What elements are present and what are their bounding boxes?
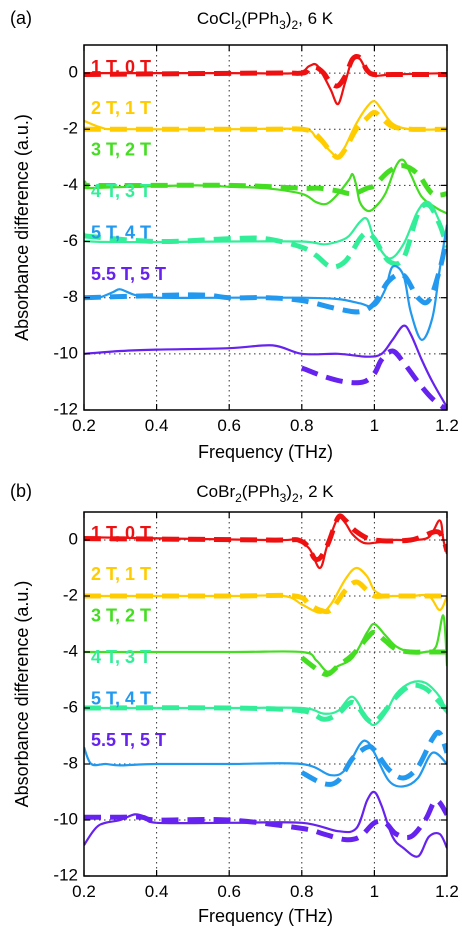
title-segment: , 2 K (299, 482, 335, 501)
chart-title: CoCl2(PPh3)2, 6 K (197, 9, 334, 32)
y-tick-label: -12 (53, 865, 78, 884)
y-tick-label: -6 (63, 231, 78, 250)
series-label: 1 T, 0 T (91, 523, 151, 543)
x-tick-label: 0.4 (145, 416, 169, 435)
title-subscript: 2 (235, 18, 242, 32)
series-label: 1 T, 0 T (91, 57, 151, 77)
series-measured-line (84, 515, 447, 570)
title-segment: CoCl (197, 9, 235, 28)
x-tick-label: 0.8 (290, 416, 314, 435)
panel-b: 1 T, 0 T 2 T, 1 T 3 T, 2 T 4 T, 3 T 5 T, 4 T… (10, 481, 459, 926)
series-measured-line (84, 55, 447, 106)
series-measured-line (84, 224, 447, 341)
plot-area (84, 513, 447, 858)
x-axis-label: Frequency (THz) (198, 442, 333, 462)
series-measured-line (84, 739, 447, 788)
y-tick-label: -10 (53, 343, 78, 362)
x-tick-label: 1 (370, 416, 379, 435)
series-measured-line (84, 158, 447, 215)
y-axis-label: Absorbance difference (a.u.) (12, 581, 32, 808)
plot-area (84, 53, 447, 410)
x-tick-label: 1.2 (435, 882, 459, 901)
x-tick-label: 0.6 (217, 882, 241, 901)
panel-a: 1 T, 0 T 2 T, 1 T 3 T, 2 T 4 T, 3 T 5 T, 4 T… (10, 8, 459, 462)
x-tick-label: 1.2 (435, 416, 459, 435)
y-tick-label: -8 (63, 753, 78, 772)
title-segment: (PPh (242, 482, 280, 501)
series-simulated-line (300, 729, 447, 787)
series-measured-line (84, 100, 447, 159)
series-label: 5.5 T, 5 T (91, 730, 166, 750)
x-axis-label: Frequency (THz) (198, 906, 333, 926)
series-measured-line (84, 790, 447, 858)
x-tick-label: 0.6 (217, 416, 241, 435)
y-tick-label: -2 (63, 119, 78, 138)
series-measured-line (84, 680, 447, 727)
title-segment: ) (286, 9, 292, 28)
series-label: 4 T, 3 T (91, 181, 151, 201)
title-subscript: 3 (279, 18, 286, 32)
y-tick-label: -8 (63, 287, 78, 306)
series-simulated-line (84, 163, 447, 198)
series-label: 3 T, 2 T (91, 606, 151, 626)
series-label: 5.5 T, 5 T (91, 264, 166, 284)
title-segment: ) (286, 482, 292, 501)
y-tick-label: -4 (63, 175, 78, 194)
series-label: 2 T, 1 T (91, 564, 151, 584)
title-segment: , 6 K (298, 9, 334, 28)
series-label: 4 T, 3 T (91, 647, 151, 667)
series-label: 5 T, 4 T (91, 688, 151, 708)
series-measured-line (84, 200, 447, 260)
x-tick-label: 0.2 (72, 882, 96, 901)
axes-frame (83, 511, 448, 877)
chart-title: CoBr2(PPh3)2, 2 K (196, 482, 334, 505)
title-subscript: 2 (291, 18, 298, 32)
series-label: 2 T, 1 T (91, 98, 151, 118)
axes-frame (83, 44, 448, 411)
y-tick-label: -6 (63, 697, 78, 716)
series-label: 5 T, 4 T (91, 222, 151, 242)
y-tick-label: -4 (63, 641, 78, 660)
x-tick-label: 1 (370, 882, 379, 901)
series-measured-line (84, 614, 447, 673)
series-measured-line (84, 324, 447, 408)
title-subscript: 3 (280, 491, 287, 505)
y-tick-label: 0 (69, 63, 78, 82)
series-simulated-line (300, 348, 447, 410)
title-subscript: 2 (292, 491, 299, 505)
x-tick-label: 0.8 (290, 882, 314, 901)
y-tick-label: -2 (63, 585, 78, 604)
y-tick-label: -12 (53, 399, 78, 418)
x-tick-label: 0.4 (145, 882, 169, 901)
title-segment: CoBr (196, 482, 235, 501)
title-subscript: 2 (235, 491, 242, 505)
x-tick-label: 0.2 (72, 416, 96, 435)
panel-label: (a) (10, 8, 32, 28)
y-tick-label: -10 (53, 809, 78, 828)
series-label: 3 T, 2 T (91, 140, 151, 160)
series-measured-line (84, 566, 447, 614)
title-segment: (PPh (241, 9, 279, 28)
panel-label: (b) (10, 481, 32, 501)
y-axis-label: Absorbance difference (a.u.) (12, 114, 32, 341)
y-tick-label: 0 (69, 529, 78, 548)
series-simulated-line (84, 201, 447, 270)
series-simulated-line (84, 53, 447, 89)
